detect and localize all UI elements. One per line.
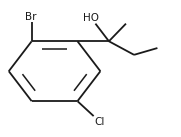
Text: Br: Br — [25, 12, 37, 22]
Text: Cl: Cl — [94, 117, 105, 127]
Text: HO: HO — [83, 13, 99, 23]
